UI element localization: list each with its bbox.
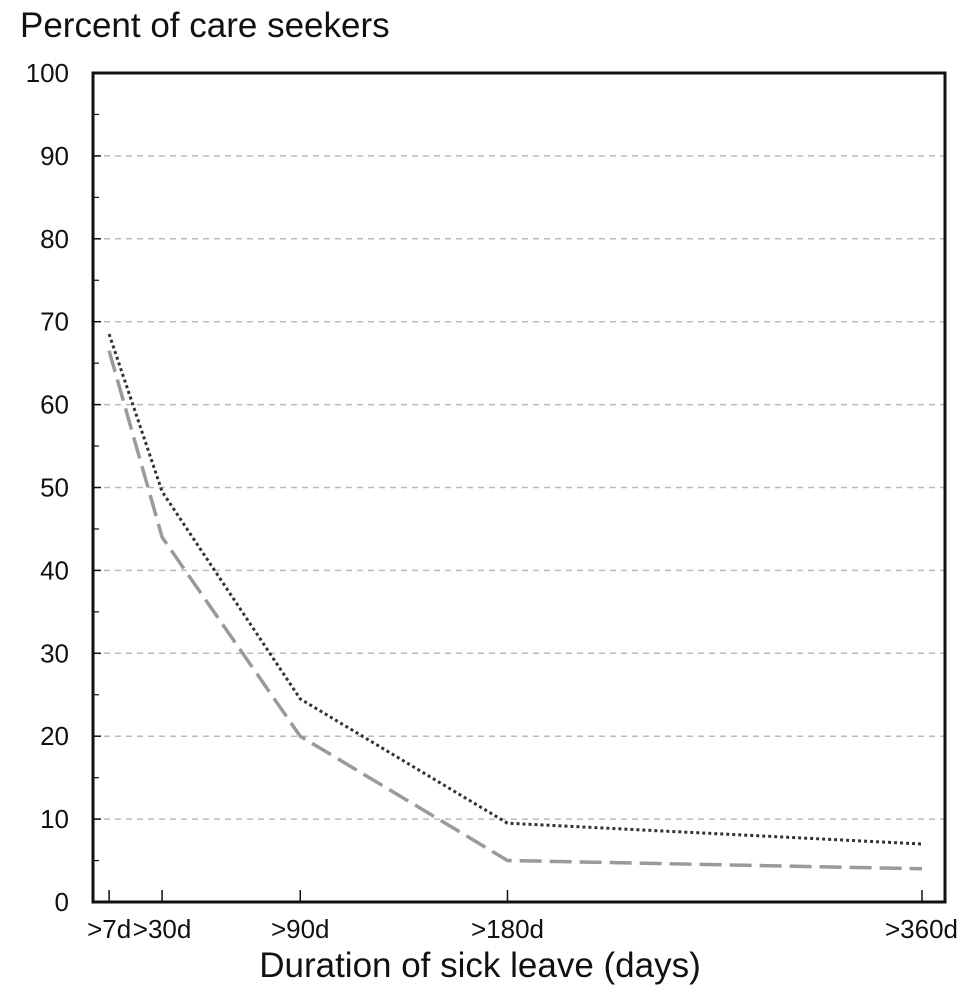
- series-line-2: [107, 350, 923, 871]
- y-tick-label-90: 90: [40, 141, 69, 171]
- y-tick-labels: 0 10 20 30 40 50 60 70 80 90 100: [26, 58, 101, 917]
- x-tick-label-0: >7d: [87, 914, 131, 944]
- x-tick-label-2: >90d: [271, 914, 330, 944]
- x-axis-label: Duration of sick leave (days): [259, 946, 701, 985]
- x-tick-labels: >7d >30d >90d >180d >360d: [87, 890, 958, 944]
- y-tick-label-50: 50: [40, 473, 69, 503]
- x-tick-label-3: >180d: [471, 914, 544, 944]
- x-tick-label-1: >30d: [133, 914, 192, 944]
- y-tick-label-40: 40: [40, 555, 69, 585]
- y-tick-label-10: 10: [40, 804, 69, 834]
- series-line-1: [107, 333, 923, 846]
- plot-frame: [91, 71, 947, 904]
- x-tick-label-4: >360d: [885, 914, 958, 944]
- y-tick-label-20: 20: [40, 721, 69, 751]
- chart-title: Percent of care seekers: [20, 6, 390, 45]
- y-tick-label-70: 70: [40, 307, 69, 337]
- y-tick-label-0: 0: [55, 887, 69, 917]
- y-tick-label-100: 100: [26, 58, 69, 88]
- y-tick-label-60: 60: [40, 390, 69, 420]
- series-lines: [107, 333, 923, 871]
- grid-lines: [93, 155, 945, 820]
- y-tick-label-30: 30: [40, 638, 69, 668]
- y-tick-label-80: 80: [40, 224, 69, 254]
